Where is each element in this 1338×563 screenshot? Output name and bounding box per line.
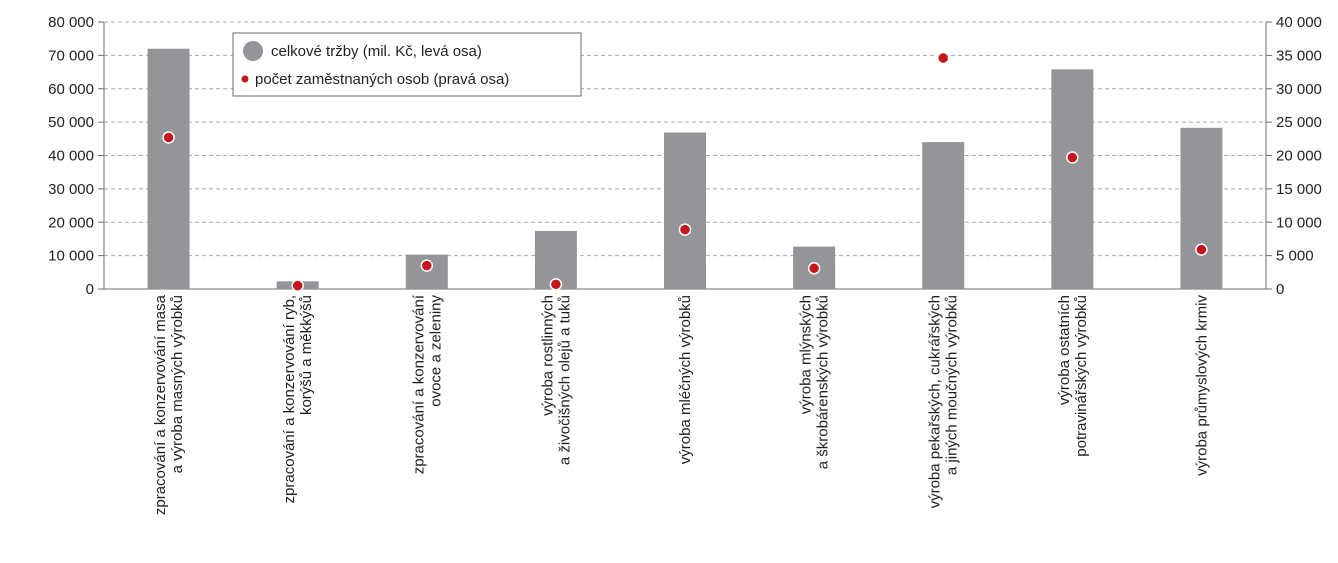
category-label: zpracování a konzervování ryb, korýšů a m…	[281, 295, 315, 503]
point	[1195, 243, 1208, 256]
point	[678, 223, 692, 236]
left-tick-label: 50 000	[48, 114, 94, 131]
right-tick-label: 20 000	[1276, 148, 1322, 165]
left-tick-label: 40 000	[48, 148, 94, 165]
category-label-line: ovoce a zeleniny	[427, 295, 444, 407]
left-tick-label: 60 000	[48, 81, 94, 98]
category-label-line: zpracování a konzervování	[410, 294, 427, 474]
bar	[147, 48, 190, 290]
category-label-line: a výroba masných výrobků	[169, 295, 186, 473]
legend-label-points: počet zaměstnaných osob (pravá osa)	[255, 71, 509, 88]
point	[549, 278, 563, 291]
bar-series	[147, 48, 1223, 290]
point	[291, 279, 304, 292]
category-label: výroba ostatních potravinářských výrobků	[1056, 295, 1090, 457]
point	[162, 131, 175, 144]
right-tick-label: 25 000	[1276, 114, 1322, 131]
category-label: výroba pekařských, cukrářských a jiných m…	[927, 295, 961, 508]
category-label-line: výroba rostlinných	[539, 295, 556, 416]
category-label: zpracování a konzervování masa a výroba m…	[152, 294, 186, 515]
left-tick-label: 20 000	[48, 214, 94, 231]
category-label-line: a živočišných olejů a tuků	[556, 295, 573, 465]
right-tick-label: 0	[1276, 281, 1284, 298]
point	[807, 262, 821, 275]
point	[1066, 151, 1079, 164]
category-label: zpracování a konzervování ovoce a zelenin…	[410, 294, 444, 474]
right-tick-label: 15 000	[1276, 181, 1322, 198]
point	[420, 259, 434, 272]
legend-point-swatch	[241, 75, 249, 83]
category-label: výroba rostlinných a živočišných olejů a …	[539, 295, 573, 465]
legend-box	[232, 32, 582, 97]
legend-label-bars: celkové tržby (mil. Kč, levá osa)	[271, 43, 482, 60]
category-label-line: výroba průmyslových krmiv	[1193, 295, 1210, 476]
right-tick-label: 30 000	[1276, 81, 1322, 98]
category-label: výroba mléčných výrobků	[677, 295, 694, 464]
left-tick-label: 80 000	[48, 14, 94, 31]
category-label: výroba průmyslových krmiv	[1193, 295, 1210, 476]
category-label-line: výroba mléčných výrobků	[677, 295, 694, 464]
right-tick-label: 35 000	[1276, 47, 1322, 64]
right-tick-label: 10 000	[1276, 214, 1322, 231]
legend: celkové tržby (mil. Kč, levá osa) počet z…	[232, 32, 582, 97]
bar	[1180, 127, 1223, 289]
left-tick-label: 70 000	[48, 47, 94, 64]
left-tick-label: 0	[86, 281, 94, 298]
category-label-line: potravinářských výrobků	[1073, 295, 1090, 457]
category-label-line: výroba pekařských, cukrářských	[927, 295, 944, 508]
point-series	[162, 51, 1208, 292]
category-label-line: a škrobárenských výrobků	[815, 295, 832, 469]
category-labels: zpracování a konzervování masa a výroba m…	[152, 294, 1210, 515]
category-label-line: a jiných moučných výrobků	[944, 295, 961, 475]
point	[936, 51, 950, 65]
left-tick-label: 30 000	[48, 181, 94, 198]
right-axis-ticks: 0 5 000 10 000 15 000 20 000 25 000 30 000 35 0…	[1276, 14, 1322, 298]
category-label-line: zpracování a konzervování ryb,	[281, 295, 298, 503]
category-label-line: korýšů a měkkýšů	[298, 295, 315, 415]
category-label-line: zpracování a konzervování masa	[152, 294, 169, 515]
legend-bar-swatch	[243, 41, 263, 61]
category-label: výroba mlýnských a škrobárenských výrobků	[798, 295, 832, 469]
left-tick-label: 10 000	[48, 248, 94, 265]
right-tick-label: 5 000	[1276, 248, 1314, 265]
right-tick-label: 40 000	[1276, 14, 1322, 31]
left-axis-ticks: 0 10 000 20 000 30 000 40 000 50 000 60 000 70 …	[48, 14, 94, 298]
bar	[922, 142, 965, 289]
bar	[1051, 69, 1094, 289]
bar	[664, 132, 706, 289]
category-label-line: výroba ostatních	[1056, 295, 1073, 405]
category-label-line: výroba mlýnských	[798, 295, 815, 414]
